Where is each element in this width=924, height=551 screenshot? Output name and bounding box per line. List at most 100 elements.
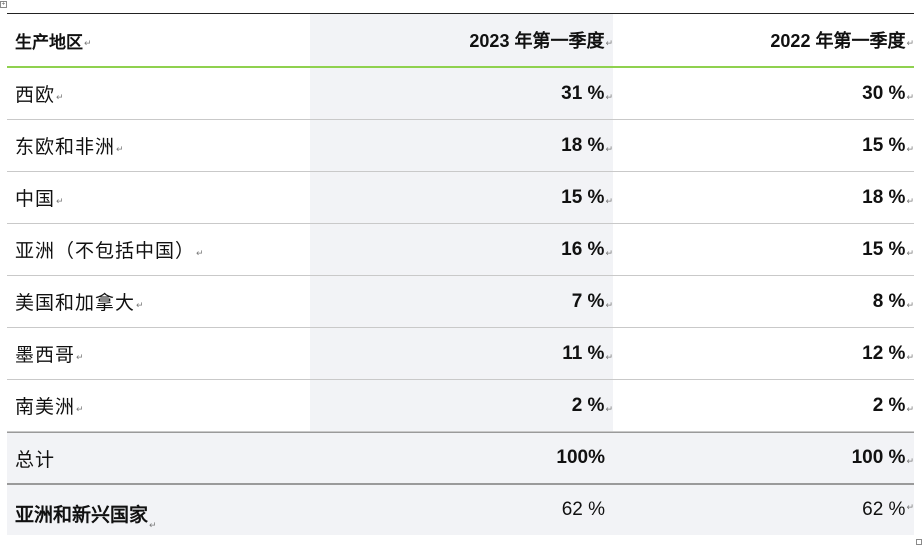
table-row: 东欧和非洲 ↵ 18 % ↵ 15 % ↵ xyxy=(7,120,914,172)
paragraph-mark-icon: ↵ xyxy=(906,300,914,311)
asia-emerging-label: 亚洲和新兴国家 xyxy=(15,504,149,526)
table-row: 南美洲 ↵ 2 % ↵ 2 % ↵ xyxy=(7,380,914,432)
table-row: 中国 ↵ 15 % ↵ 18 % ↵ xyxy=(7,172,914,224)
value-2023: 7 % xyxy=(571,290,605,312)
paragraph-mark-icon: ↵ xyxy=(906,39,914,49)
table-row: 亚洲（不包括中国） ↵ 16 % ↵ 15 % ↵ xyxy=(7,224,914,276)
region-cell: 墨西哥 ↵ xyxy=(7,328,310,379)
value-2023-cell: 15 % ↵ xyxy=(310,172,613,223)
header-2022: 2022 年第一季度 ↵ xyxy=(613,14,914,66)
region-name: 西欧 xyxy=(15,84,56,106)
value-2022: 30 % xyxy=(862,82,906,104)
paragraph-mark-icon: ↵ xyxy=(76,352,85,363)
total-label-cell: 总计 xyxy=(7,433,310,483)
value-2023-cell: 11 % ↵ xyxy=(310,328,613,379)
header-region: 生产地区 ↵ xyxy=(7,14,310,66)
paragraph-mark-icon: ↵ xyxy=(906,92,914,103)
total-row: 总计 100% 100 % ↵ xyxy=(7,432,914,485)
region-name: 南美洲 xyxy=(15,396,76,418)
paragraph-mark-icon: ↵ xyxy=(605,92,613,103)
value-2022: 12 % xyxy=(862,342,906,364)
asia-emerging-label-cell: 亚洲和新兴国家 ↵ xyxy=(7,485,310,535)
value-2023: 16 % xyxy=(561,238,605,260)
header-2022-label: 2022 年第一季度 xyxy=(770,31,906,51)
value-2022: 2 % xyxy=(872,394,906,416)
value-2023-cell: 16 % ↵ xyxy=(310,224,613,275)
paragraph-mark-icon: ↵ xyxy=(906,248,914,259)
paragraph-mark-icon: ↵ xyxy=(196,248,205,259)
total-label: 总计 xyxy=(15,448,56,471)
value-2022-cell: 30 % ↵ xyxy=(613,68,914,119)
paragraph-mark-icon: ↵ xyxy=(56,92,65,103)
header-2023: 2023 年第一季度 ↵ xyxy=(310,14,613,66)
value-2023: 2 % xyxy=(571,394,605,416)
paragraph-mark-icon: ↵ xyxy=(605,352,613,363)
paragraph-mark-icon: ↵ xyxy=(56,196,65,207)
paragraph-mark-icon: ↵ xyxy=(906,144,914,155)
paragraph-mark-icon: ↵ xyxy=(605,300,613,311)
region-cell: 美国和加拿大 ↵ xyxy=(7,276,310,327)
production-region-table: 生产地区 ↵ 2023 年第一季度 ↵ 2022 年第一季度 ↵ 西欧 ↵ 31 % ↵ … xyxy=(7,13,914,535)
region-cell: 南美洲 ↵ xyxy=(7,380,310,431)
paragraph-mark-icon: ↵ xyxy=(906,352,914,363)
paragraph-mark-icon: ↵ xyxy=(605,144,613,155)
paragraph-mark-icon: ↵ xyxy=(605,39,613,49)
region-name: 墨西哥 xyxy=(15,344,76,366)
region-name: 美国和加拿大 xyxy=(15,292,136,314)
value-2023-cell: 2 % ↵ xyxy=(310,380,613,431)
value-2022-cell: 12 % ↵ xyxy=(613,328,914,379)
region-name: 中国 xyxy=(15,188,56,210)
region-cell: 中国 ↵ xyxy=(7,172,310,223)
table-row: 墨西哥 ↵ 11 % ↵ 12 % ↵ xyxy=(7,328,914,380)
value-2022: 8 % xyxy=(872,290,906,312)
table-resize-handle-icon[interactable] xyxy=(916,539,922,545)
value-2023-cell: 31 % ↵ xyxy=(310,68,613,119)
region-cell: 亚洲（不包括中国） ↵ xyxy=(7,224,310,275)
total-2023: 100% xyxy=(556,447,605,468)
value-2023-cell: 18 % ↵ xyxy=(310,120,613,171)
paragraph-mark-icon: ↵ xyxy=(84,39,92,49)
header-region-label: 生产地区 xyxy=(15,32,83,53)
table-header-row: 生产地区 ↵ 2023 年第一季度 ↵ 2022 年第一季度 ↵ xyxy=(7,14,914,68)
asia-emerging-row: 亚洲和新兴国家 ↵ 62 % 62 % ↵ xyxy=(7,485,914,535)
paragraph-mark-icon: ↵ xyxy=(116,144,125,155)
value-2023-cell: 7 % ↵ xyxy=(310,276,613,327)
paragraph-mark-icon: ↵ xyxy=(605,404,613,415)
value-2022-cell: 15 % ↵ xyxy=(613,120,914,171)
value-2023: 18 % xyxy=(561,134,605,156)
asia-emerging-2023: 62 % xyxy=(561,499,605,520)
paragraph-mark-icon: ↵ xyxy=(906,404,914,415)
region-name: 亚洲（不包括中国） xyxy=(15,240,196,262)
paragraph-mark-icon: ↵ xyxy=(906,503,914,513)
table-row: 美国和加拿大 ↵ 7 % ↵ 8 % ↵ xyxy=(7,276,914,328)
paragraph-mark-icon: ↵ xyxy=(76,404,85,415)
total-2022: 100 % xyxy=(851,447,906,468)
region-cell: 东欧和非洲 ↵ xyxy=(7,120,310,171)
value-2023: 15 % xyxy=(561,186,605,208)
total-2022-cell: 100 % ↵ xyxy=(613,433,914,483)
asia-emerging-2023-cell: 62 % xyxy=(310,485,613,535)
paragraph-mark-icon: ↵ xyxy=(605,196,613,207)
paragraph-mark-icon: ↵ xyxy=(605,248,613,259)
value-2022: 15 % xyxy=(862,134,906,156)
value-2022: 15 % xyxy=(862,238,906,260)
value-2023: 11 % xyxy=(562,342,605,364)
header-2023-label: 2023 年第一季度 xyxy=(469,31,605,51)
asia-emerging-2022: 62 % xyxy=(862,499,906,520)
value-2022: 18 % xyxy=(862,186,906,208)
value-2022-cell: 8 % ↵ xyxy=(613,276,914,327)
region-cell: 西欧 ↵ xyxy=(7,68,310,119)
value-2022-cell: 18 % ↵ xyxy=(613,172,914,223)
paragraph-mark-icon: ↵ xyxy=(136,300,145,311)
table-row: 西欧 ↵ 31 % ↵ 30 % ↵ xyxy=(7,68,914,120)
paragraph-mark-icon: ↵ xyxy=(149,521,157,531)
paragraph-mark-icon: ↵ xyxy=(906,457,914,467)
value-2022-cell: 15 % ↵ xyxy=(613,224,914,275)
table-move-handle-icon[interactable]: + xyxy=(0,1,7,8)
total-2023-cell: 100% xyxy=(310,433,613,483)
asia-emerging-2022-cell: 62 % ↵ xyxy=(613,485,914,535)
value-2023: 31 % xyxy=(561,82,605,104)
value-2022-cell: 2 % ↵ xyxy=(613,380,914,431)
region-name: 东欧和非洲 xyxy=(15,136,116,158)
paragraph-mark-icon: ↵ xyxy=(906,196,914,207)
